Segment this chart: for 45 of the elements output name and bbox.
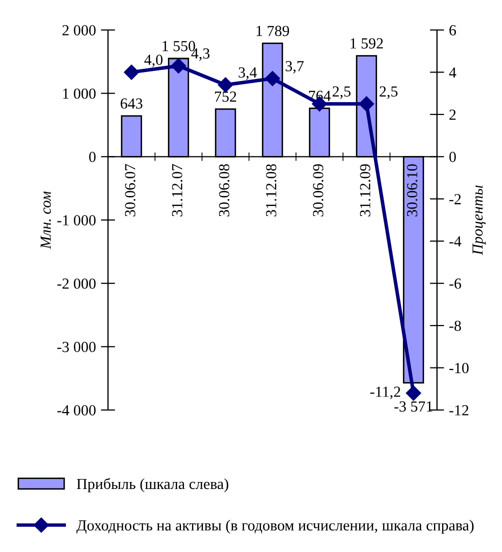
x-tick-label: 30.06.10 — [407, 164, 418, 216]
data-label: 4,0 — [144, 54, 163, 68]
legend-label: Доходность на активы (в годовом исчислении, шкала справа) — [76, 520, 474, 534]
data-label: 3,7 — [286, 61, 304, 74]
y-tick-label: 2 000 — [62, 25, 96, 36]
y2-tick-label: -4 — [449, 236, 462, 246]
data-label: 2,5 — [332, 86, 350, 99]
point — [170, 58, 186, 74]
point — [264, 70, 280, 86]
y2-tick-label: -12 — [449, 405, 468, 416]
x-tick-label: 31.12.07 — [172, 164, 182, 216]
point — [218, 77, 234, 92]
y2-tick-label: -8 — [449, 320, 461, 332]
y-tick-label: -2 000 — [57, 278, 96, 289]
point — [358, 96, 374, 112]
y-axis-title: Млн. сом — [40, 191, 51, 250]
y2-tick-label: 4 — [449, 67, 456, 78]
x-tick-label: 30.06.07 — [125, 164, 136, 216]
data-label: 1 592 — [350, 38, 383, 49]
y2-tick-label: -6 — [449, 278, 462, 289]
data-label: 1 789 — [256, 26, 290, 36]
x-tick-label: 31.12.09 — [360, 164, 370, 216]
data-label: 752 — [215, 92, 236, 102]
y2-tick-label: -2 — [449, 194, 461, 204]
data-label: 3,4 — [238, 67, 257, 80]
y-tick-label: -1 000 — [57, 215, 96, 226]
data-label: -3 571 — [394, 401, 432, 412]
x-tick-label: 30.06.08 — [219, 164, 230, 216]
y2-tick-label: 0 — [449, 152, 456, 162]
data-label: 643 — [120, 98, 142, 109]
point — [406, 386, 422, 401]
data-label: -11,2 — [370, 386, 400, 400]
x-tick-label: 30.06.09 — [313, 164, 324, 216]
point — [124, 64, 140, 80]
y-tick-label: -4 000 — [57, 405, 96, 416]
y2-tick-label: 6 — [449, 25, 456, 36]
y-tick-label: -3 000 — [57, 342, 96, 352]
x-tick-label: 31.12.08 — [266, 164, 276, 216]
y-tick-label: 0 — [89, 152, 96, 162]
legend-label: Прибыль (шкала слева) — [76, 478, 228, 492]
data-label: 2,5 — [380, 86, 398, 99]
y2-tick-label: -10 — [449, 362, 469, 374]
y2-axis-title: Проценты — [472, 186, 486, 256]
y-tick-label: 1 000 — [63, 88, 96, 99]
y2-tick-label: 2 — [449, 110, 456, 120]
